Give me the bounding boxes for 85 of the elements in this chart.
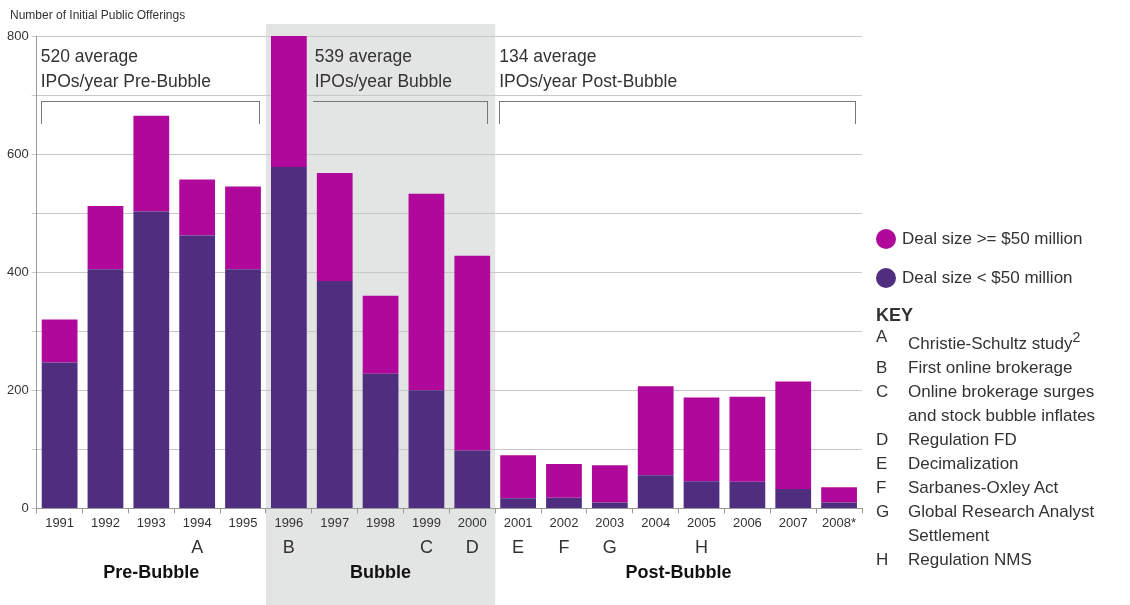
x-tick-label: 2004 bbox=[641, 514, 671, 530]
bar bbox=[683, 481, 720, 508]
x-tick-label: 1994 bbox=[182, 514, 212, 530]
text: A Christie-Schultz study$^{2}$ bbox=[876, 327, 1081, 353]
text: F Sarbanes-Oxley Act bbox=[876, 477, 1059, 497]
bar bbox=[41, 362, 78, 508]
text: G Global Research Analyst Settlement bbox=[876, 500, 1095, 547]
text: E bbox=[512, 537, 525, 558]
bar bbox=[270, 36, 307, 168]
y-axis-title: Number of Initial Public Offerings bbox=[10, 8, 186, 22]
y-tick-label: 200 bbox=[6, 381, 29, 397]
text: KEY bbox=[876, 305, 914, 325]
y-tick-label: 0 bbox=[21, 499, 29, 515]
text: C Online brokerage surges and stock bubble inflates bbox=[876, 380, 1096, 427]
bar bbox=[87, 269, 124, 508]
x-tick-label: 1998 bbox=[366, 514, 396, 530]
text: C bbox=[419, 537, 433, 558]
band-label: Bubble bbox=[350, 562, 412, 583]
x-tick-label: 2003 bbox=[595, 514, 625, 530]
bar bbox=[362, 373, 399, 508]
annotation: 520 average IPOs/year Pre-Bubble bbox=[40, 45, 211, 93]
bar bbox=[637, 386, 674, 476]
bar bbox=[637, 475, 674, 508]
bar bbox=[133, 115, 170, 212]
x-tick-label: 1999 bbox=[411, 514, 441, 530]
x-tick-label: 1997 bbox=[320, 514, 350, 530]
bar bbox=[87, 206, 124, 270]
x-tick-label: 1993 bbox=[136, 514, 166, 530]
bar bbox=[454, 450, 491, 508]
legend-label: Deal size < $50 million bbox=[902, 268, 1073, 288]
y-tick-label: 400 bbox=[6, 263, 29, 279]
bar bbox=[775, 381, 812, 489]
bar bbox=[179, 179, 216, 236]
bar bbox=[316, 173, 353, 282]
bar bbox=[546, 497, 582, 508]
x-tick-label: 2006 bbox=[732, 514, 762, 530]
text: E Decimalization bbox=[876, 453, 1019, 473]
x-tick-label: 2005 bbox=[687, 514, 716, 530]
x-tick-label: 1992 bbox=[91, 514, 120, 530]
x-tick-label: 2007 bbox=[778, 514, 808, 530]
x-tick-label: 2000 bbox=[457, 514, 487, 530]
bar bbox=[133, 211, 170, 508]
annotation: 134 average IPOs/year Post-Bubble bbox=[499, 45, 678, 93]
x-tick-label: 1991 bbox=[45, 514, 75, 530]
text: B bbox=[282, 537, 295, 558]
text: A bbox=[191, 537, 204, 558]
x-tick-label: 1996 bbox=[274, 514, 304, 530]
text: B First online brokerage bbox=[876, 357, 1073, 377]
bar bbox=[775, 488, 812, 508]
bar bbox=[270, 167, 307, 508]
bar bbox=[500, 455, 536, 499]
bar bbox=[408, 390, 445, 508]
bar bbox=[408, 193, 445, 391]
text: Pre-Bubble bbox=[103, 562, 200, 583]
text: D Regulation FD bbox=[876, 428, 1017, 451]
bar bbox=[500, 498, 536, 508]
annotation: 539 average IPOs/year Bubble bbox=[314, 45, 452, 93]
x-tick-label: 2002 bbox=[549, 514, 579, 530]
bar bbox=[729, 481, 766, 508]
bar bbox=[225, 186, 261, 270]
bar bbox=[179, 235, 216, 508]
bar bbox=[454, 255, 491, 451]
bar bbox=[821, 487, 857, 503]
text: H Regulation NMS bbox=[876, 548, 1032, 571]
y-tick-label: 600 bbox=[6, 145, 29, 161]
bar bbox=[683, 397, 720, 482]
text: G bbox=[602, 537, 617, 558]
bar bbox=[591, 502, 628, 508]
x-tick-label: 2001 bbox=[503, 514, 533, 530]
bar bbox=[225, 269, 261, 508]
bar bbox=[591, 465, 628, 503]
bar bbox=[41, 319, 78, 363]
bar bbox=[729, 396, 766, 482]
text: F bbox=[558, 537, 570, 558]
y-tick-label: 800 bbox=[6, 27, 29, 43]
bar bbox=[546, 464, 582, 498]
text: H bbox=[695, 537, 709, 558]
x-tick-label: 2008* bbox=[822, 514, 857, 530]
legend-label: Deal size >= $50 million bbox=[902, 229, 1083, 249]
x-tick-label: 1995 bbox=[228, 514, 258, 530]
text: D bbox=[465, 537, 479, 558]
bar bbox=[316, 281, 353, 508]
text: Post-Bubble bbox=[625, 562, 732, 583]
bar bbox=[821, 502, 857, 508]
bar bbox=[362, 295, 399, 374]
